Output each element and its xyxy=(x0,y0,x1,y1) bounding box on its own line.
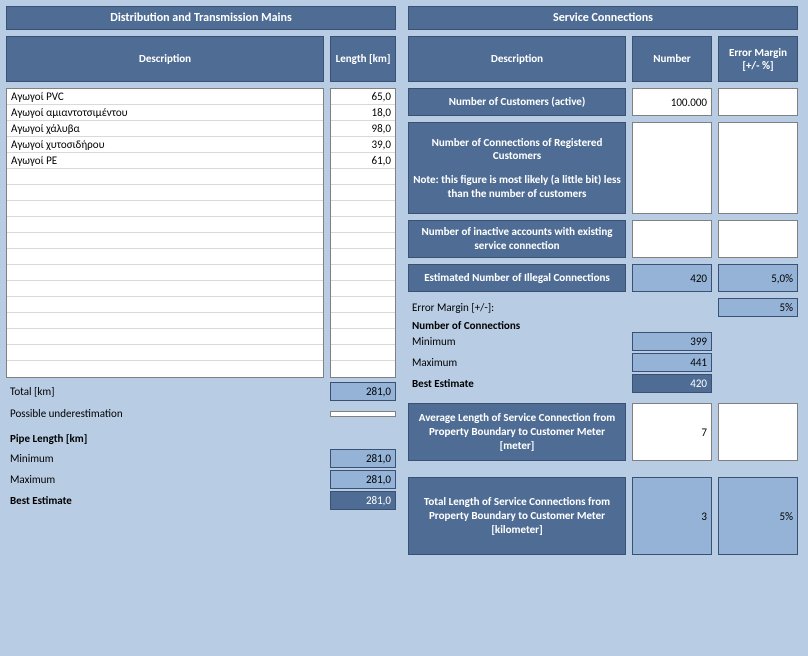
left-header-length: Length [km] xyxy=(330,36,396,82)
left-title: Distribution and Transmission Mains xyxy=(6,6,396,30)
table-row-desc[interactable] xyxy=(7,169,323,185)
total-length-label: Total Length of Service Connections from… xyxy=(408,477,626,555)
panel-distribution-mains: Distribution and Transmission Mains Desc… xyxy=(6,6,396,555)
registered-connections-error[interactable] xyxy=(718,122,798,214)
total-label: Total [km] xyxy=(6,383,324,400)
table-row-desc[interactable] xyxy=(7,265,323,281)
registered-connections-main-label: Number of Connections of Registered Cust… xyxy=(413,136,621,164)
underestimation-label: Possible underestimation xyxy=(6,405,324,422)
table-row-length[interactable] xyxy=(331,297,395,313)
table-row-length[interactable]: 98,0 xyxy=(331,121,395,137)
avg-length-error[interactable] xyxy=(718,403,798,461)
total-value: 281,0 xyxy=(330,382,396,401)
illegal-connections-number: 420 xyxy=(632,264,712,292)
table-row-length[interactable] xyxy=(331,217,395,233)
table-row-desc[interactable]: Αγωγοί PVC xyxy=(7,89,323,105)
table-row-desc[interactable]: Αγωγοί χυτοσιδήρου xyxy=(7,137,323,153)
registered-connections-number[interactable] xyxy=(632,122,712,214)
table-row-length[interactable] xyxy=(331,233,395,249)
table-row-desc[interactable] xyxy=(7,249,323,265)
underestimation-value[interactable] xyxy=(330,411,396,417)
table-row-desc[interactable]: Αγωγοί αμιαντοτσιμέντου xyxy=(7,105,323,121)
table-row-desc[interactable] xyxy=(7,233,323,249)
illegal-connections-label: Estimated Number of Illegal Connections xyxy=(408,264,626,292)
table-row-length[interactable] xyxy=(331,313,395,329)
noc-min-value: 399 xyxy=(632,332,712,351)
pipe-max-label: Maximum xyxy=(6,471,324,488)
table-row-length[interactable] xyxy=(331,345,395,361)
total-length-number: 3 xyxy=(632,477,712,555)
inactive-accounts-number[interactable] xyxy=(632,220,712,258)
customers-active-label: Number of Customers (active) xyxy=(408,88,626,116)
noc-best-value: 420 xyxy=(632,374,712,393)
table-row-length[interactable] xyxy=(331,201,395,217)
avg-length-number[interactable]: 7 xyxy=(632,403,712,461)
table-row-length[interactable] xyxy=(331,265,395,281)
registered-connections-note: Note: this figure is most likely (a litt… xyxy=(413,173,621,201)
table-row-length[interactable]: 65,0 xyxy=(331,89,395,105)
right-header-description: Description xyxy=(408,36,626,82)
table-row-desc[interactable] xyxy=(7,297,323,313)
illegal-connections-error: 5,0% xyxy=(718,264,798,292)
noc-best-label: Best Estimate xyxy=(408,377,626,390)
table-row-desc[interactable] xyxy=(7,217,323,233)
left-header-description: Description xyxy=(6,36,324,82)
noc-max-value: 441 xyxy=(632,353,712,372)
table-row-length[interactable] xyxy=(331,329,395,345)
right-header-number: Number xyxy=(632,36,712,82)
pipe-min-value: 281,0 xyxy=(330,449,396,468)
table-row-desc[interactable] xyxy=(7,329,323,345)
pipe-max-value: 281,0 xyxy=(330,470,396,489)
panel-service-connections: Service Connections Description Number E… xyxy=(408,6,798,555)
registered-connections-label: Number of Connections of Registered Cust… xyxy=(408,122,626,214)
pipe-min-label: Minimum xyxy=(6,450,324,467)
table-row-length[interactable]: 39,0 xyxy=(331,137,395,153)
left-table-description-column: Αγωγοί PVCΑγωγοί αμιαντοτσιμέντουΑγωγοί … xyxy=(6,88,324,378)
table-row-length[interactable] xyxy=(331,361,395,377)
noc-max-label: Maximum xyxy=(408,356,626,369)
table-row-length[interactable] xyxy=(331,249,395,265)
table-row-length[interactable] xyxy=(331,281,395,297)
error-margin-label: Error Margin [+/-]: xyxy=(408,301,626,314)
pipe-length-label: Pipe Length [km] xyxy=(6,430,324,447)
inactive-accounts-label: Number of inactive accounts with existin… xyxy=(408,220,626,258)
right-title: Service Connections xyxy=(408,6,798,30)
avg-length-label: Average Length of Service Connection fro… xyxy=(408,403,626,461)
table-row-length[interactable] xyxy=(331,169,395,185)
customers-active-error[interactable] xyxy=(718,88,798,116)
noc-label: Number of Connections xyxy=(408,319,626,332)
table-row-desc[interactable] xyxy=(7,185,323,201)
inactive-accounts-error[interactable] xyxy=(718,220,798,258)
total-length-error: 5% xyxy=(718,477,798,555)
table-row-desc[interactable] xyxy=(7,313,323,329)
table-row-length[interactable] xyxy=(331,185,395,201)
table-row-desc[interactable] xyxy=(7,361,323,377)
table-row-desc[interactable]: Αγωγοί PE xyxy=(7,153,323,169)
noc-min-label: Minimum xyxy=(408,335,626,348)
table-row-length[interactable]: 61,0 xyxy=(331,153,395,169)
table-row-desc[interactable] xyxy=(7,345,323,361)
pipe-best-label: Best Estimate xyxy=(6,492,324,509)
error-margin-value: 5% xyxy=(718,298,798,317)
table-row-desc[interactable] xyxy=(7,201,323,217)
table-row-length[interactable]: 18,0 xyxy=(331,105,395,121)
table-row-desc[interactable] xyxy=(7,281,323,297)
pipe-best-value: 281,0 xyxy=(330,491,396,510)
customers-active-number[interactable]: 100.000 xyxy=(632,88,712,116)
right-header-error: Error Margin [+/- %] xyxy=(718,36,798,82)
left-table-length-column: 65,018,098,039,061,0 xyxy=(330,88,396,378)
table-row-desc[interactable]: Αγωγοί χάλυβα xyxy=(7,121,323,137)
